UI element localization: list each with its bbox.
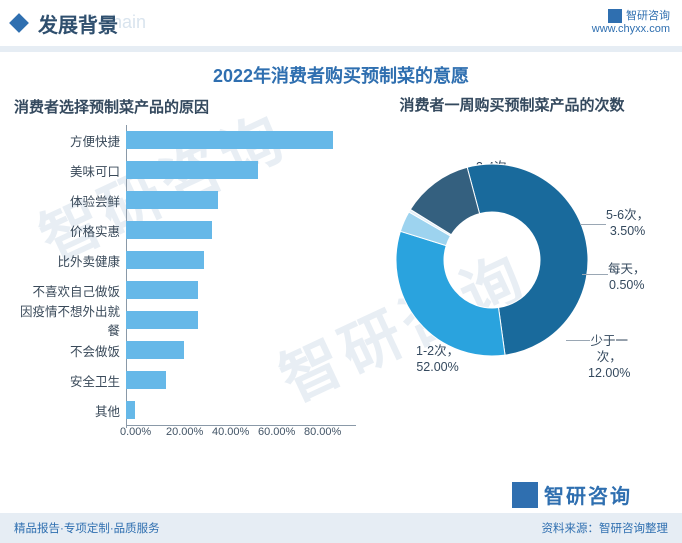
bar-fill bbox=[126, 161, 258, 179]
donut-chart-panel: 消费者一周购买预制菜产品的次数 1-2次，52.00%3-4次，32.00%5-… bbox=[356, 96, 668, 450]
bar-fill bbox=[126, 131, 333, 149]
bar-track bbox=[126, 191, 356, 209]
bar-row: 安全卫生 bbox=[14, 365, 356, 395]
donut-label: 5-6次，3.50% bbox=[606, 208, 649, 239]
divider bbox=[0, 46, 682, 52]
brand-logo-icon bbox=[608, 9, 622, 23]
brand-name: 智研咨询 bbox=[626, 10, 670, 23]
footer-logo: 智研咨询 bbox=[512, 480, 632, 509]
bar-track bbox=[126, 161, 356, 179]
bar-fill bbox=[126, 221, 212, 239]
bar-fill bbox=[126, 281, 198, 299]
content: 消费者选择预制菜产品的原因 方便快捷美味可口体验尝鲜价格实惠比外卖健康不喜欢自己… bbox=[0, 96, 682, 450]
bar-row: 比外卖健康 bbox=[14, 245, 356, 275]
bar-fill bbox=[126, 311, 198, 329]
donut-svg bbox=[382, 150, 602, 370]
bar-label: 价格实惠 bbox=[14, 221, 126, 240]
bar-label: 不喜欢自己做饭 bbox=[14, 281, 126, 300]
bar-label: 比外卖健康 bbox=[14, 251, 126, 270]
bar-row: 价格实惠 bbox=[14, 215, 356, 245]
brand-url: www.chyxx.com bbox=[592, 23, 670, 36]
brand-block: 智研咨询 www.chyxx.com bbox=[592, 9, 670, 36]
leader-line bbox=[566, 340, 590, 341]
bar-fill bbox=[126, 371, 166, 389]
bar-track bbox=[126, 401, 356, 419]
bar-track bbox=[126, 341, 356, 359]
bar-label: 方便快捷 bbox=[14, 131, 126, 150]
footer: 精品报告·专项定制·品质服务 资料来源：智研咨询整理 bbox=[0, 513, 682, 543]
footer-logo-text: 智研咨询 bbox=[544, 480, 632, 509]
diamond-icon bbox=[9, 13, 29, 33]
bar-row: 方便快捷 bbox=[14, 125, 356, 155]
bar-chart: 方便快捷美味可口体验尝鲜价格实惠比外卖健康不喜欢自己做饭因疫情不想外出就餐不会做… bbox=[14, 125, 356, 450]
x-tick: 0.00% bbox=[120, 426, 166, 438]
bar-label: 安全卫生 bbox=[14, 371, 126, 390]
bar-label: 其他 bbox=[14, 401, 126, 420]
bar-track bbox=[126, 311, 356, 329]
donut-chart-title: 消费者一周购买预制菜产品的次数 bbox=[356, 96, 668, 116]
x-tick: 60.00% bbox=[258, 426, 304, 438]
footer-logo-icon bbox=[512, 482, 538, 508]
donut-label: 每天，0.50% bbox=[608, 262, 646, 293]
donut-chart: 1-2次，52.00%3-4次，32.00%5-6次，3.50%每天，0.50%… bbox=[356, 124, 656, 424]
bar-label: 不会做饭 bbox=[14, 341, 126, 360]
bar-row: 因疫情不想外出就餐 bbox=[14, 305, 356, 335]
leader-line bbox=[582, 274, 608, 275]
x-axis: 0.00%20.00%40.00%60.00%80.00% bbox=[126, 425, 356, 438]
x-tick: 40.00% bbox=[212, 426, 258, 438]
bar-label: 美味可口 bbox=[14, 161, 126, 180]
bar-track bbox=[126, 281, 356, 299]
footer-left: 精品报告·专项定制·品质服务 bbox=[14, 520, 160, 536]
footer-right: 资料来源：智研咨询整理 bbox=[542, 520, 669, 536]
bar-track bbox=[126, 371, 356, 389]
bar-fill bbox=[126, 191, 218, 209]
bar-chart-panel: 消费者选择预制菜产品的原因 方便快捷美味可口体验尝鲜价格实惠比外卖健康不喜欢自己… bbox=[14, 96, 356, 450]
bar-track bbox=[126, 251, 356, 269]
bar-row: 不会做饭 bbox=[14, 335, 356, 365]
donut-slice bbox=[396, 232, 505, 357]
page-title: 发展背景 bbox=[38, 9, 592, 38]
bar-fill bbox=[126, 401, 135, 419]
x-tick: 20.00% bbox=[166, 426, 212, 438]
leader-line bbox=[580, 224, 606, 225]
bar-fill bbox=[126, 251, 204, 269]
bar-row: 美味可口 bbox=[14, 155, 356, 185]
bar-track bbox=[126, 221, 356, 239]
x-tick: 80.00% bbox=[304, 426, 350, 438]
bar-track bbox=[126, 131, 356, 149]
bar-row: 体验尝鲜 bbox=[14, 185, 356, 215]
main-title: 2022年消费者购买预制菜的意愿 bbox=[0, 62, 682, 88]
bar-row: 其他 bbox=[14, 395, 356, 425]
bar-label: 因疫情不想外出就餐 bbox=[14, 301, 126, 339]
bar-chart-title: 消费者选择预制菜产品的原因 bbox=[14, 96, 356, 117]
bar-fill bbox=[126, 341, 184, 359]
header: 发展背景 智研咨询 www.chyxx.com bbox=[0, 0, 682, 46]
bar-label: 体验尝鲜 bbox=[14, 191, 126, 210]
